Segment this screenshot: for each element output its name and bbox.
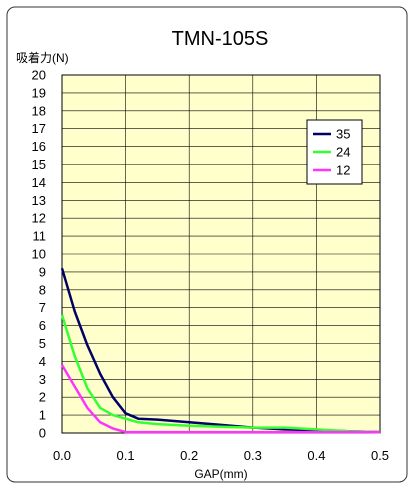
y-tick-label: 5 bbox=[39, 336, 46, 351]
legend-label-24: 24 bbox=[336, 145, 350, 160]
series-line-12 bbox=[60, 364, 380, 434]
series-line-24 bbox=[60, 314, 381, 434]
x-axis-label: GAP(mm) bbox=[194, 467, 247, 481]
y-tick-label: 8 bbox=[39, 282, 46, 297]
y-tick-label: 7 bbox=[39, 300, 46, 315]
y-tick-label: 0 bbox=[39, 426, 46, 441]
y-axis-label: 吸着力(N) bbox=[16, 50, 69, 65]
legend-label-12: 12 bbox=[336, 163, 350, 178]
y-tick-label: 18 bbox=[32, 103, 46, 118]
y-tick-label: 1 bbox=[39, 408, 46, 423]
y-tick-label: 14 bbox=[32, 175, 46, 190]
chart-title: TMN-105S bbox=[172, 28, 269, 50]
y-tick-label: 6 bbox=[39, 318, 46, 333]
y-tick-label: 13 bbox=[32, 193, 46, 208]
x-tick-label: 0.2 bbox=[180, 448, 198, 463]
y-tick-label: 2 bbox=[39, 390, 46, 405]
y-tick-label: 12 bbox=[32, 211, 46, 226]
y-tick-label: 3 bbox=[39, 372, 46, 387]
x-tick-label: 0.0 bbox=[53, 448, 71, 463]
y-tick-label: 19 bbox=[32, 85, 46, 100]
y-tick-label: 16 bbox=[32, 139, 46, 154]
y-tick-label: 11 bbox=[33, 229, 47, 244]
legend: 35 24 12 bbox=[306, 119, 363, 185]
x-tick-label: 0.3 bbox=[244, 448, 262, 463]
y-tick-label: 4 bbox=[39, 354, 46, 369]
x-tick-label: 0.5 bbox=[371, 448, 389, 463]
y-tick-label: 9 bbox=[39, 264, 46, 279]
y-tick-label: 10 bbox=[32, 247, 46, 262]
x-tick-label: 0.4 bbox=[307, 448, 325, 463]
legend-label-35: 35 bbox=[336, 127, 350, 142]
y-tick-label: 17 bbox=[32, 121, 46, 136]
y-tick-label: 15 bbox=[32, 157, 46, 172]
y-tick-label: 20 bbox=[32, 68, 46, 83]
x-tick-label: 0.1 bbox=[117, 448, 135, 463]
